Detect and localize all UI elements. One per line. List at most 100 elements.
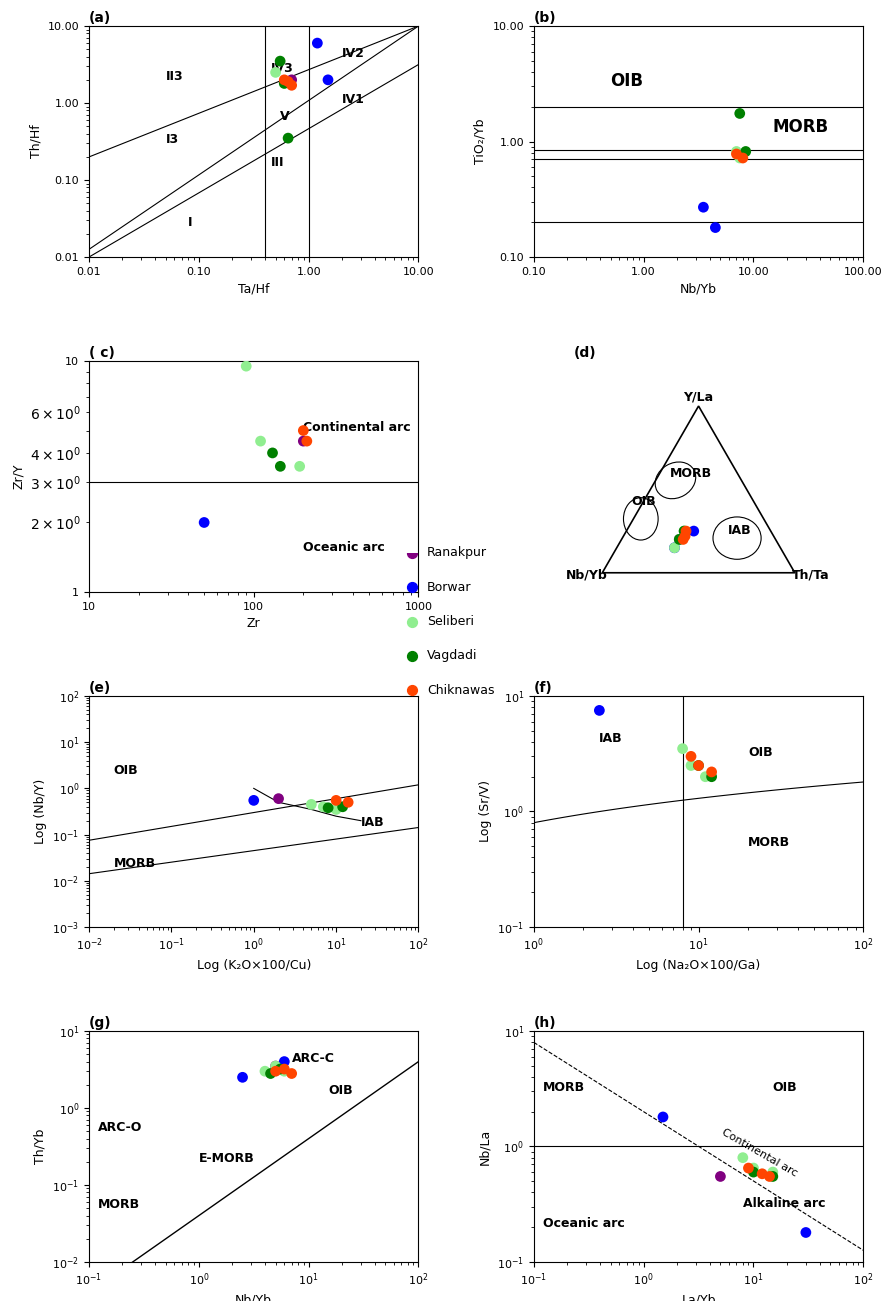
- Text: E-MORB: E-MORB: [198, 1151, 255, 1164]
- Text: Chiknawas: Chiknawas: [427, 684, 495, 697]
- Point: [254, 431, 268, 451]
- Point: [273, 51, 287, 72]
- Point: [336, 796, 350, 817]
- Point: [684, 755, 698, 775]
- Point: [747, 1158, 761, 1179]
- Text: ( c): ( c): [89, 346, 115, 360]
- Text: OIB: OIB: [611, 73, 643, 90]
- Point: [765, 1166, 780, 1187]
- Point: [679, 520, 693, 541]
- Point: [672, 530, 686, 550]
- Text: MORB: MORB: [114, 857, 156, 870]
- Text: MORB: MORB: [748, 837, 790, 850]
- Point: [677, 520, 692, 541]
- Point: [296, 420, 311, 441]
- Point: [296, 431, 311, 451]
- Point: [273, 455, 287, 476]
- Point: [277, 73, 291, 94]
- Point: [736, 147, 750, 168]
- Point: [739, 141, 753, 161]
- Text: IV1: IV1: [342, 94, 365, 105]
- Text: Nb/Yb: Nb/Yb: [566, 569, 608, 582]
- Point: [271, 788, 286, 809]
- Text: ARC-O: ARC-O: [98, 1121, 142, 1134]
- Text: Ranakpur: Ranakpur: [427, 546, 487, 559]
- Text: Borwar: Borwar: [427, 580, 472, 593]
- Text: OIB: OIB: [631, 496, 656, 509]
- Point: [316, 796, 330, 817]
- X-axis label: Zr: Zr: [247, 617, 261, 630]
- Text: MORB: MORB: [773, 118, 829, 137]
- Point: [304, 794, 319, 814]
- Point: [732, 147, 747, 168]
- Text: OIB: OIB: [773, 1081, 797, 1094]
- Point: [300, 431, 314, 451]
- Point: [708, 217, 723, 238]
- Point: [729, 143, 743, 164]
- Point: [273, 1059, 287, 1080]
- Point: [263, 1063, 278, 1084]
- Text: (f): (f): [534, 680, 553, 695]
- Point: [269, 1060, 283, 1081]
- Text: MORB: MORB: [669, 467, 712, 480]
- Point: [763, 1166, 777, 1187]
- Text: (h): (h): [534, 1016, 556, 1030]
- Point: [676, 738, 690, 758]
- Text: (b): (b): [534, 10, 556, 25]
- Text: IAB: IAB: [361, 817, 384, 830]
- Text: I3: I3: [166, 133, 179, 146]
- Point: [713, 1166, 727, 1187]
- Point: [277, 1051, 291, 1072]
- Point: [732, 103, 747, 124]
- Point: [277, 1059, 291, 1080]
- Text: Vagdadi: Vagdadi: [427, 649, 478, 662]
- Point: [696, 196, 710, 217]
- Point: [692, 755, 706, 775]
- Point: [277, 69, 291, 90]
- Point: [798, 1222, 813, 1242]
- Text: I: I: [188, 216, 193, 229]
- Text: (e): (e): [89, 680, 111, 695]
- Point: [321, 798, 336, 818]
- Text: III: III: [271, 156, 284, 169]
- Point: [765, 1162, 780, 1183]
- Text: OIB: OIB: [748, 747, 773, 760]
- Text: Continental arc: Continental arc: [720, 1127, 799, 1179]
- Text: Oceanic arc: Oceanic arc: [543, 1218, 624, 1231]
- Text: (g): (g): [89, 1016, 111, 1030]
- Text: II3: II3: [166, 70, 183, 83]
- Text: ARC-C: ARC-C: [292, 1051, 335, 1064]
- X-axis label: Nb/Yb: Nb/Yb: [235, 1294, 272, 1301]
- Point: [592, 700, 606, 721]
- Point: [281, 72, 295, 92]
- Point: [686, 520, 700, 541]
- Point: [672, 530, 686, 550]
- Point: [692, 755, 706, 775]
- Point: [678, 526, 692, 546]
- Point: [269, 62, 283, 83]
- Text: Th/Ta: Th/Ta: [791, 569, 829, 582]
- Point: [311, 33, 325, 53]
- Y-axis label: Nb/La: Nb/La: [479, 1128, 491, 1164]
- Point: [747, 1162, 761, 1183]
- Text: Alkaline arc: Alkaline arc: [743, 1197, 825, 1210]
- Point: [269, 1055, 283, 1076]
- Point: [197, 513, 211, 533]
- Text: IV3: IV3: [271, 62, 294, 75]
- Text: OIB: OIB: [328, 1085, 352, 1098]
- Point: [329, 790, 344, 811]
- Text: V: V: [280, 111, 290, 124]
- Point: [677, 520, 692, 541]
- Point: [269, 1055, 283, 1076]
- Text: OIB: OIB: [114, 765, 139, 778]
- Text: IAB: IAB: [599, 732, 623, 745]
- Text: MORB: MORB: [98, 1198, 140, 1211]
- X-axis label: Log (K₂O×100/Cu): Log (K₂O×100/Cu): [197, 959, 311, 972]
- Y-axis label: Th/Yb: Th/Yb: [34, 1129, 46, 1164]
- Text: IAB: IAB: [727, 524, 751, 537]
- Point: [729, 141, 743, 161]
- Point: [672, 530, 686, 550]
- Point: [668, 537, 682, 558]
- X-axis label: Ta/Hf: Ta/Hf: [238, 282, 270, 295]
- Text: IV2: IV2: [342, 47, 365, 60]
